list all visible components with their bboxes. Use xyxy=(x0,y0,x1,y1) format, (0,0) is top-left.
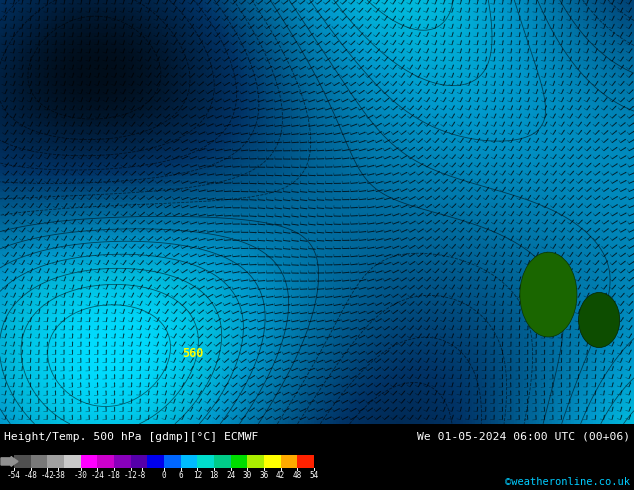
Text: We 01-05-2024 06:00 UTC (00+06): We 01-05-2024 06:00 UTC (00+06) xyxy=(417,432,630,442)
Text: ©weatheronline.co.uk: ©weatheronline.co.uk xyxy=(505,477,630,487)
Text: 560: 560 xyxy=(183,347,204,361)
Text: Height/Temp. 500 hPa [gdmp][°C] ECMWF: Height/Temp. 500 hPa [gdmp][°C] ECMWF xyxy=(4,432,259,442)
Text: -18: -18 xyxy=(107,471,121,480)
FancyArrow shape xyxy=(1,457,18,466)
Text: -48: -48 xyxy=(23,471,37,480)
Text: -30: -30 xyxy=(74,471,87,480)
Text: 48: 48 xyxy=(293,471,302,480)
Bar xyxy=(247,455,264,468)
Text: 6: 6 xyxy=(178,471,183,480)
Bar xyxy=(297,455,314,468)
Bar xyxy=(181,455,197,468)
Text: 24: 24 xyxy=(226,471,235,480)
Text: 42: 42 xyxy=(276,471,285,480)
Text: 54: 54 xyxy=(309,471,319,480)
Text: -42: -42 xyxy=(41,471,55,480)
Bar xyxy=(114,455,131,468)
Bar xyxy=(214,455,231,468)
Text: -24: -24 xyxy=(91,471,104,480)
Bar xyxy=(14,455,30,468)
Bar xyxy=(231,455,247,468)
Bar xyxy=(98,455,114,468)
Bar xyxy=(147,455,164,468)
Bar xyxy=(264,455,281,468)
Text: 36: 36 xyxy=(259,471,269,480)
Bar xyxy=(48,455,64,468)
Bar xyxy=(30,455,48,468)
Text: -8: -8 xyxy=(137,471,146,480)
Text: 18: 18 xyxy=(209,471,219,480)
Text: 30: 30 xyxy=(243,471,252,480)
Bar xyxy=(131,455,147,468)
Bar xyxy=(81,455,98,468)
Text: 12: 12 xyxy=(193,471,202,480)
Text: -38: -38 xyxy=(51,471,65,480)
Bar xyxy=(164,455,181,468)
Text: 0: 0 xyxy=(162,471,166,480)
Text: -12: -12 xyxy=(124,471,138,480)
Bar xyxy=(281,455,297,468)
Ellipse shape xyxy=(578,293,620,347)
Bar xyxy=(197,455,214,468)
Ellipse shape xyxy=(520,252,577,337)
Bar xyxy=(64,455,81,468)
Text: -54: -54 xyxy=(7,471,21,480)
